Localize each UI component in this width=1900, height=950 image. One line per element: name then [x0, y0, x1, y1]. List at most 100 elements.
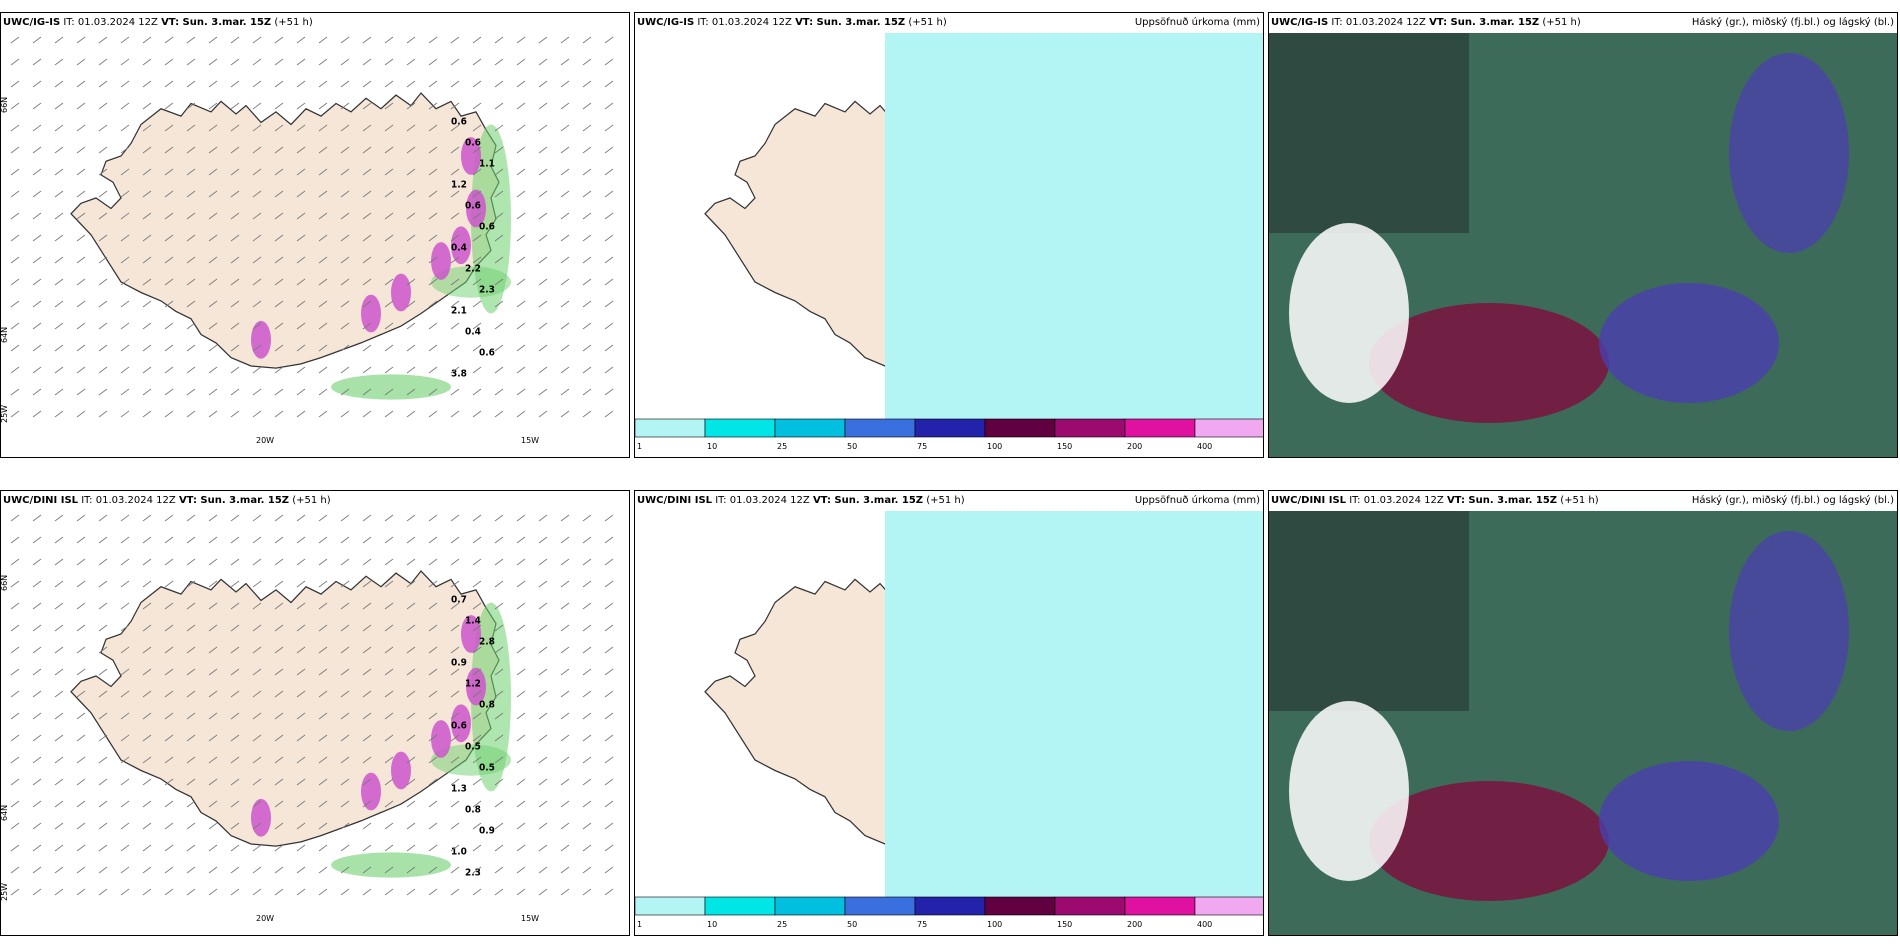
wind-barb	[318, 146, 328, 154]
wind-barb	[98, 212, 108, 220]
wind-barb	[10, 344, 20, 352]
wind-barb	[494, 344, 504, 352]
wind-barb	[384, 234, 394, 242]
wind-barb	[406, 388, 416, 396]
wind-barb	[230, 844, 240, 852]
wind-barb	[340, 366, 350, 374]
wind-barb	[252, 322, 262, 330]
wind-barb	[10, 190, 20, 198]
valid-time-label: VT: Sun. 3.mar. 15Z	[795, 17, 906, 28]
wind-barb	[54, 690, 64, 698]
wind-barb	[362, 256, 372, 264]
lead-time-label: (+51 h)	[1542, 17, 1581, 28]
wind-barb	[120, 168, 130, 176]
wind-barb	[450, 234, 460, 242]
wind-barb	[428, 646, 438, 654]
wind-barb	[142, 300, 152, 308]
wind-barb	[384, 580, 394, 588]
wind-barb	[362, 80, 372, 88]
wind-barb	[230, 822, 240, 830]
wind-barb	[274, 146, 284, 154]
wind-barb	[494, 36, 504, 44]
wind-barb	[98, 146, 108, 154]
wind-barb	[472, 322, 482, 330]
wind-barb	[428, 668, 438, 676]
wind-barb	[406, 256, 416, 264]
wind-barb	[362, 778, 372, 786]
wind-barb	[318, 212, 328, 220]
wind-barb	[54, 190, 64, 198]
wind-barb	[274, 278, 284, 286]
wind-barb	[538, 602, 548, 610]
wind-barb	[230, 866, 240, 874]
wind-barb	[472, 80, 482, 88]
wind-barb	[604, 212, 614, 220]
wind-barb	[384, 514, 394, 522]
wind-barb	[54, 756, 64, 764]
colorbar-tick: 100	[987, 442, 1002, 451]
wind-barb	[54, 866, 64, 874]
wind-barb	[296, 124, 306, 132]
wind-barb	[120, 822, 130, 830]
wind-barb	[604, 278, 614, 286]
snow-area	[466, 189, 486, 228]
wind-barb	[538, 168, 548, 176]
wind-barb	[428, 124, 438, 132]
wind-barb	[494, 58, 504, 66]
wind-barb	[120, 124, 130, 132]
wind-barb	[142, 388, 152, 396]
wind-barb	[428, 366, 438, 374]
wind-barb	[362, 212, 372, 220]
precip-value: 0.6	[479, 221, 495, 232]
wind-barb	[98, 190, 108, 198]
wind-barb	[318, 844, 328, 852]
wind-barb	[516, 844, 526, 852]
wind-barb	[208, 300, 218, 308]
wind-barb	[186, 624, 196, 632]
wind-barb	[406, 756, 416, 764]
init-time-label: IT: 01.03.2024 12Z	[1331, 17, 1426, 28]
wind-barb	[406, 624, 416, 632]
wind-barb	[164, 124, 174, 132]
wind-barb	[32, 58, 42, 66]
wind-barb	[450, 256, 460, 264]
wind-barb	[538, 234, 548, 242]
wind-barb	[494, 80, 504, 88]
map-canvas: 0.7 1.4 2.8 0.9 1.2 0.8 0.6 0.5 0.5 1.3 0.8 0.9 1.0 2…	[1, 514, 614, 923]
wind-barb	[538, 58, 548, 66]
wind-barb	[494, 602, 504, 610]
wind-barb	[10, 734, 20, 742]
cloud-field	[1599, 283, 1779, 403]
wind-barb	[560, 278, 570, 286]
wind-barb	[164, 778, 174, 786]
wind-barb	[142, 690, 152, 698]
wind-barb	[164, 146, 174, 154]
wind-barb	[142, 256, 152, 264]
wind-barb	[120, 558, 130, 566]
wind-barb	[384, 756, 394, 764]
wind-barb	[10, 256, 20, 264]
wind-barb	[560, 234, 570, 242]
wind-barb	[428, 344, 438, 352]
precip-area	[885, 33, 1263, 433]
wind-barb	[362, 234, 372, 242]
wind-barb	[582, 888, 592, 896]
wind-barb	[428, 300, 438, 308]
map-panel-cloud: UWC/IG-IS IT: 01.03.2024 12Z VT: Sun. 3.…	[1268, 12, 1898, 458]
field-title: Háský (gr.), miðský (fj.bl.) og lágský (…	[1691, 17, 1894, 28]
wind-barb	[186, 278, 196, 286]
wind-barb	[76, 102, 86, 110]
wind-barb	[142, 80, 152, 88]
wind-barb	[340, 234, 350, 242]
wind-barb	[560, 58, 570, 66]
wind-barb	[230, 36, 240, 44]
wind-barb	[54, 58, 64, 66]
precip-value: 2.3	[479, 284, 495, 295]
wind-barb	[406, 234, 416, 242]
wind-barb	[230, 800, 240, 808]
wind-barb	[340, 646, 350, 654]
lead-time-label: (+51 h)	[908, 17, 947, 28]
wind-barb	[340, 624, 350, 632]
wind-barb	[208, 558, 218, 566]
colorbar-swatch	[1124, 418, 1196, 438]
